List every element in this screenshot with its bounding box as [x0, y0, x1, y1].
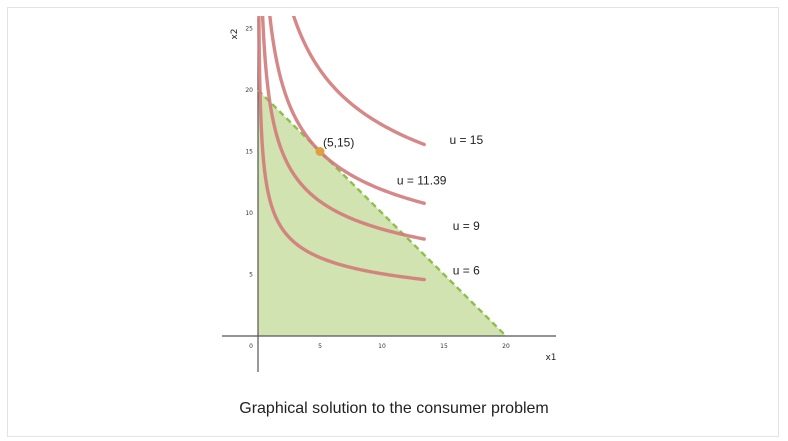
labels-layer: (5,15) u = 6 u = 9 u = 11.39 u = 15: [323, 133, 483, 277]
axes-layer: 0 5 10 15 20 5 10 15 20 25 x1 x2: [222, 18, 557, 372]
indifference-curve: [291, 16, 426, 147]
x-tick-label: 15: [440, 343, 448, 350]
x-tick-label: 0: [249, 343, 253, 350]
indifference-curve: [268, 16, 426, 206]
y-tick-label: 15: [245, 149, 253, 156]
budget-line: [257, 89, 507, 337]
optimum-layer: [315, 147, 325, 156]
indifference-curves-layer: [257, 16, 426, 282]
x-axis-title: x1: [545, 353, 556, 363]
curve-label: u = 6: [453, 264, 480, 278]
x-tick-label: 20: [502, 343, 510, 350]
x-tick-label: 10: [378, 343, 386, 350]
indifference-curve: [257, 16, 426, 282]
curve-label: u = 15: [449, 133, 483, 147]
figure-caption: Graphical solution to the consumer probl…: [239, 400, 549, 417]
budget-line-layer: [257, 89, 507, 337]
optimum-point: [315, 147, 325, 156]
y-tick-label: 5: [249, 272, 253, 279]
x-tick-label: 5: [318, 343, 322, 350]
indifference-curve: [260, 16, 426, 241]
figure-frame: [7, 7, 779, 437]
y-axis-title: x2: [230, 28, 240, 39]
curve-label: u = 9: [453, 219, 480, 233]
curve-label: u = 11.39: [397, 174, 447, 188]
y-tick-label: 10: [245, 210, 253, 217]
y-tick-label: 25: [245, 26, 253, 33]
optimum-label: (5,15): [323, 136, 354, 150]
y-tick-label: 20: [245, 87, 253, 94]
